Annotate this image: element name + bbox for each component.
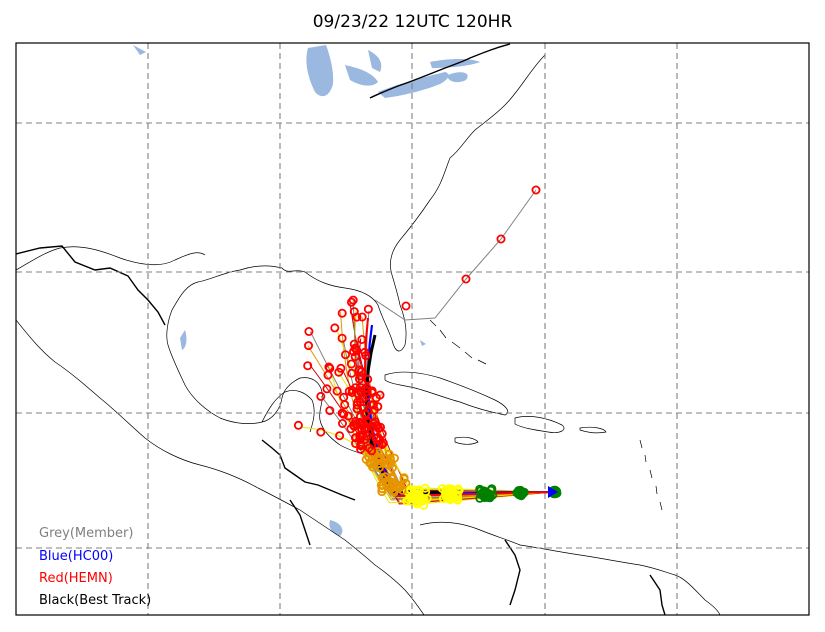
- forecast-point: [348, 295, 358, 305]
- forecast-point: [346, 297, 356, 307]
- forecast-point: [356, 388, 366, 398]
- forecast-point: [350, 343, 360, 353]
- forecast-point: [366, 459, 376, 469]
- legend-member: Grey(Member): [39, 526, 134, 541]
- forecast-point: [355, 412, 365, 422]
- forecast-point: [412, 485, 422, 495]
- forecast-point: [402, 496, 412, 506]
- forecast-point: [461, 274, 471, 284]
- forecast-point: [355, 371, 365, 381]
- forecast-point: [355, 397, 365, 407]
- forecast-point: [337, 308, 347, 318]
- forecast-point: [316, 391, 326, 401]
- forecast-point: [496, 234, 506, 244]
- forecast-point: [347, 368, 357, 378]
- forecast-point: [374, 448, 384, 458]
- forecast-point: [304, 326, 314, 336]
- forecast-point: [375, 390, 385, 400]
- forecast-point: [370, 417, 380, 427]
- forecast-point: [350, 352, 360, 362]
- forecast-point: [303, 361, 313, 371]
- forecast-point: [373, 447, 383, 457]
- forecast-point: [375, 422, 385, 432]
- forecast-point: [351, 433, 361, 443]
- forecast-point: [337, 418, 347, 428]
- lat-lon-grid: [16, 43, 809, 615]
- map-title: 09/23/22 12UTC 120HR: [312, 12, 513, 32]
- forecast-point: [381, 478, 391, 488]
- forecast-point: [367, 446, 377, 456]
- forecast-point: [335, 431, 345, 441]
- forecast-point: [385, 453, 395, 463]
- storm-start-marker: [548, 486, 558, 498]
- forecast-point: [362, 416, 372, 426]
- forecast-point: [475, 493, 485, 503]
- map-frame: [15, 42, 810, 616]
- track-line: [300, 426, 556, 493]
- forecast-point: [351, 419, 361, 429]
- forecast-point: [340, 400, 350, 410]
- forecast-point: [356, 439, 366, 449]
- forecast-point: [371, 434, 381, 444]
- forecast-point: [385, 459, 395, 469]
- forecast-point: [367, 388, 377, 398]
- forecast-point: [366, 400, 376, 410]
- forecast-point: [531, 185, 541, 195]
- legend-hemn: Red(HEMN): [39, 571, 113, 586]
- forecast-point: [350, 438, 360, 448]
- forecast-point: [355, 382, 365, 392]
- forecast-point: [374, 463, 384, 473]
- forecast-point: [356, 444, 366, 454]
- forecast-point: [484, 489, 494, 499]
- great-lakes: [133, 45, 480, 536]
- forecast-point: [417, 496, 427, 506]
- forecast-point: [346, 359, 356, 369]
- forecast-point: [332, 386, 342, 396]
- forecast-point: [322, 384, 332, 394]
- forecast-point: [387, 473, 397, 483]
- country-borders: [16, 43, 666, 615]
- legend-best-track: Black(Best Track): [39, 593, 152, 608]
- track-line: [374, 189, 537, 321]
- forecast-point: [323, 370, 333, 380]
- forecast-point: [399, 473, 409, 483]
- forecast-point: [357, 334, 367, 344]
- forecast-point: [336, 363, 346, 373]
- forecast-point: [337, 333, 347, 343]
- forecast-point: [293, 420, 303, 430]
- forecast-point: [513, 488, 523, 498]
- forecast-point: [363, 304, 373, 314]
- ensemble-tracks: [300, 189, 556, 506]
- forecast-point: [347, 385, 357, 395]
- forecast-point: [377, 487, 387, 497]
- forecast-point: [340, 350, 350, 360]
- forecast-point: [438, 494, 448, 504]
- forecast-point: [324, 362, 334, 372]
- forecast-points: [293, 185, 562, 510]
- forecast-point: [349, 339, 359, 349]
- forecast-point: [447, 493, 457, 503]
- forecast-point: [330, 323, 340, 333]
- forecast-point: [363, 374, 373, 384]
- forecast-point: [401, 301, 411, 311]
- forecast-point: [389, 481, 399, 491]
- forecast-point: [452, 492, 462, 502]
- forecast-point: [316, 427, 326, 437]
- forecast-point: [441, 489, 451, 499]
- coastlines: [16, 54, 721, 615]
- forecast-point: [357, 366, 367, 376]
- forecast-point: [339, 409, 349, 419]
- forecast-point: [352, 404, 362, 414]
- forecast-point: [325, 406, 335, 416]
- forecast-point: [361, 351, 371, 361]
- legend-hc00: Blue(HC00): [39, 549, 114, 564]
- forecast-point: [303, 341, 313, 351]
- forecast-point: [378, 438, 388, 448]
- forecast-point: [361, 454, 371, 464]
- forecast-point: [352, 312, 362, 322]
- forecast-point: [389, 487, 399, 497]
- forecast-point: [357, 312, 367, 322]
